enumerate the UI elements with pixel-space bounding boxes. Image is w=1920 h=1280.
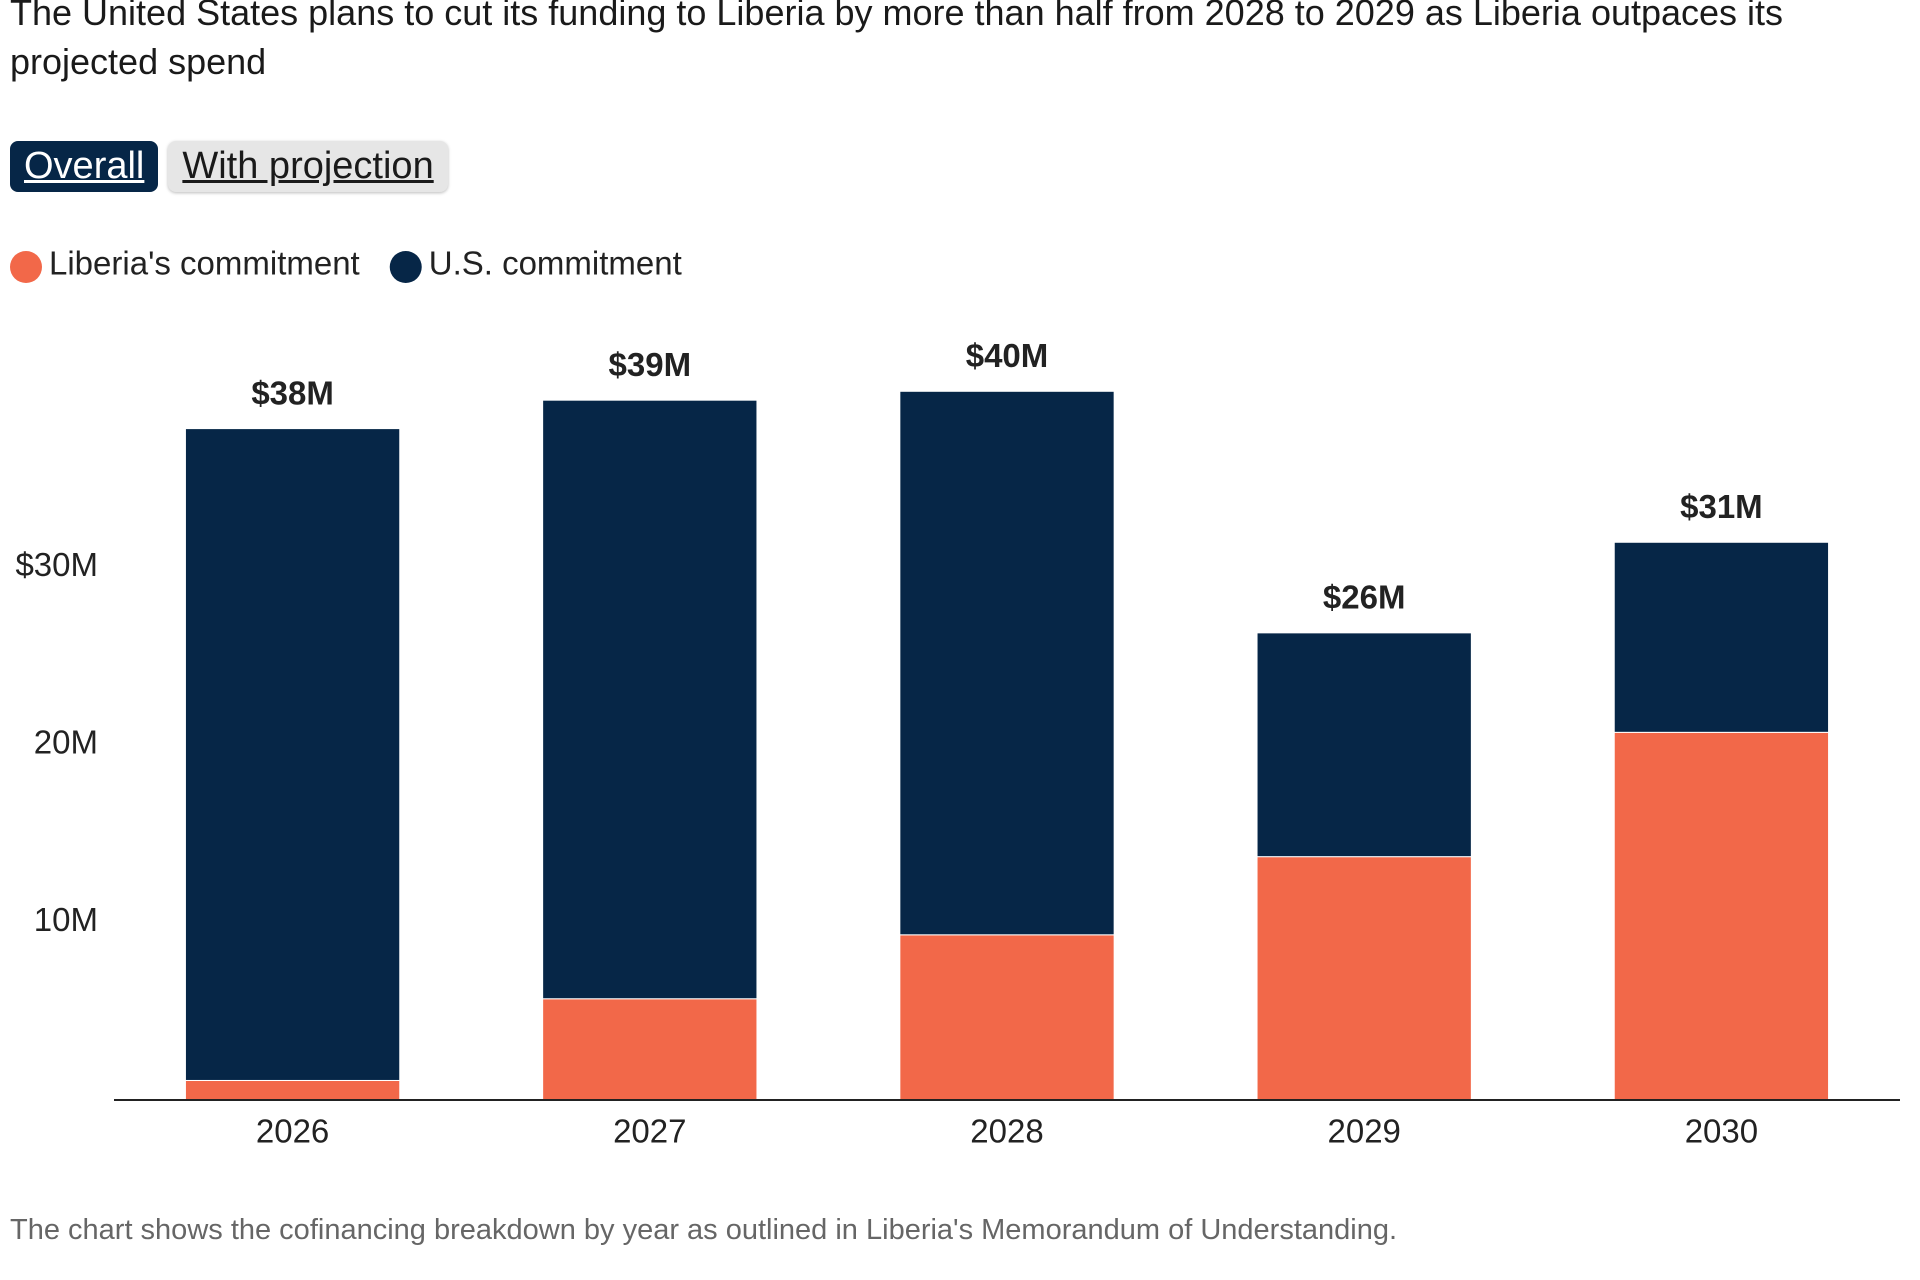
bar-segment	[184, 1079, 401, 1101]
bar-segment	[899, 390, 1115, 936]
total-label: $26M	[1323, 579, 1406, 616]
chart: Liberia's commitment U.S. commitment 10M 20…	[10, 245, 1900, 1150]
bar-segment	[899, 934, 1115, 1101]
title: The United States plans to cut its fundi…	[10, 0, 1784, 82]
x-tick-label: 2030	[1685, 1113, 1758, 1150]
note: The chart shows the cofinancing breakdow…	[10, 1214, 1398, 1246]
tab[interactable]: With projection	[168, 141, 448, 192]
bar-segment	[542, 998, 758, 1101]
total-label: $40M	[966, 337, 1049, 374]
legend-label: U.S. commitment	[429, 245, 682, 282]
x-tick-label: 2028	[970, 1113, 1043, 1150]
x-tick-label: 2026	[256, 1113, 329, 1150]
total-label: $38M	[251, 374, 334, 411]
total-label: $31M	[1680, 488, 1763, 525]
tabs: Overall With projection	[10, 141, 448, 192]
y-tick-label: 20M	[34, 723, 98, 760]
bar-segment	[184, 428, 401, 1081]
tab[interactable]: Overall	[10, 141, 159, 192]
bar-segment	[1613, 731, 1830, 1101]
x-tick-label: 2029	[1327, 1113, 1400, 1150]
total-label: $39M	[609, 346, 692, 383]
y-tick-label: 10M	[34, 901, 98, 938]
x-tick-label: 2027	[613, 1113, 686, 1150]
legend-label: Liberia's commitment	[49, 245, 360, 282]
legend-swatch	[10, 251, 42, 283]
legend-swatch	[389, 251, 422, 283]
bar-segment	[1256, 632, 1472, 858]
bar-segment	[1256, 856, 1472, 1101]
bar-segment	[542, 399, 758, 1000]
y-tick-label: $30M	[15, 546, 98, 583]
bar-segment	[1613, 541, 1830, 733]
